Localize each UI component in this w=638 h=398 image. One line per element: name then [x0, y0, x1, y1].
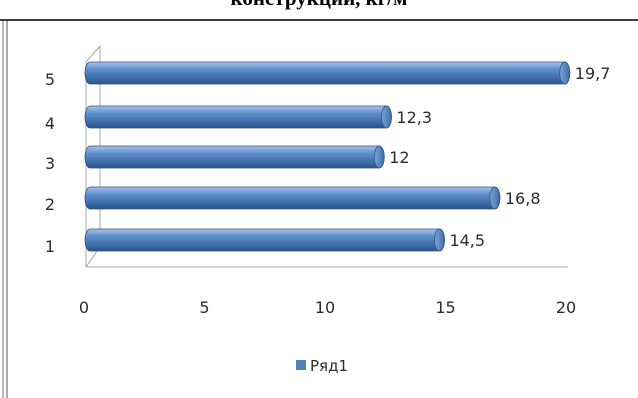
x-axis-ticks: 0 5 10 15 20: [79, 298, 576, 317]
data-label: 19,7: [575, 64, 611, 83]
y-tick-label: 3: [45, 154, 55, 173]
y-tick-label: 4: [45, 114, 55, 133]
x-tick-label: 15: [435, 298, 455, 317]
wall-top-diag: [85, 45, 101, 63]
x-tick-label: 20: [556, 298, 576, 317]
data-labels-group: 14,5 16,8 12 12,3 19,7: [389, 64, 610, 250]
legend-label: Ряд1: [310, 357, 348, 375]
y-axis-ticks: 1 2 3 4 5: [45, 70, 55, 256]
x-tick-label: 10: [315, 298, 335, 317]
y-tick-label: 5: [45, 70, 55, 89]
bars-group: [84, 61, 571, 252]
data-label: 12: [389, 148, 409, 167]
legend-swatch: [296, 360, 306, 370]
bar: [84, 228, 445, 252]
x-tick-label: 0: [79, 298, 89, 317]
bar: [84, 105, 392, 129]
chart-title: конструкций, кг/м: [0, 0, 638, 11]
bar: [84, 186, 501, 210]
x-tick-label: 5: [199, 298, 209, 317]
legend: Ряд1: [296, 357, 348, 375]
data-label: 14,5: [449, 231, 485, 250]
y-tick-label: 2: [45, 195, 55, 214]
y-tick-label: 1: [45, 237, 55, 256]
bar: [84, 61, 571, 85]
data-label: 16,8: [505, 189, 541, 208]
bar: [84, 145, 385, 169]
data-label: 12,3: [396, 108, 432, 127]
